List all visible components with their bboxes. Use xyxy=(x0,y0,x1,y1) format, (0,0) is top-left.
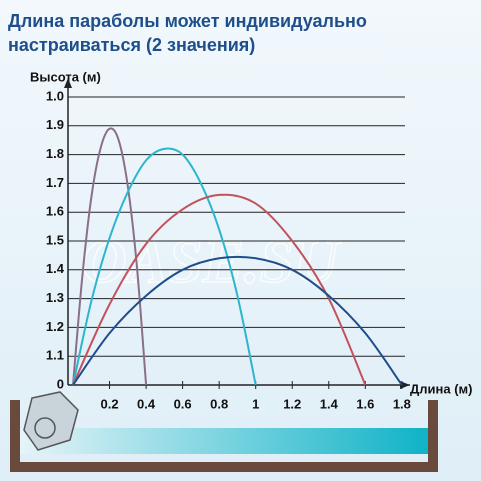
x-axis-arrow xyxy=(400,381,410,389)
title-line: Длина параболы может индивидуально xyxy=(8,11,367,31)
pool xyxy=(10,400,438,472)
chart-title: Длина параболы может индивидуально настра… xyxy=(8,11,367,55)
x-tick-label: 1.2 xyxy=(283,396,301,411)
x-tick-label: 1.4 xyxy=(320,396,339,411)
y-tick-label: 0 xyxy=(57,376,64,391)
y-tick-label: 1.9 xyxy=(46,117,64,132)
x-axis-label: Длина (м) xyxy=(410,381,472,396)
y-tick-label: 1.5 xyxy=(46,232,64,247)
x-tick-label: 0.8 xyxy=(210,396,228,411)
x-tick-label: 0.4 xyxy=(137,396,156,411)
x-tick-label: 0.6 xyxy=(174,396,192,411)
y-axis-arrow xyxy=(64,78,72,88)
water xyxy=(20,428,428,454)
series-line xyxy=(72,147,257,386)
y-tick-label: 1.8 xyxy=(46,146,64,161)
x-tick-label: 1 xyxy=(252,396,259,411)
x-tick-label: 1.8 xyxy=(393,396,411,411)
y-tick-label: 1.2 xyxy=(46,319,64,334)
y-tick-label: 1.4 xyxy=(46,261,65,276)
watermark: OASE.SU xyxy=(82,228,342,296)
y-tick-label: 1.6 xyxy=(46,204,64,219)
y-tick-label: 1.0 xyxy=(46,88,64,103)
nozzle-detail xyxy=(34,417,56,439)
plot: 0 1.1 1.2 1.3 1.4 1.5 1.6 1.7 1.8 1.9 1.0 0.2 0.4 0.6… xyxy=(46,78,411,411)
x-tick-label: 1.6 xyxy=(356,396,374,411)
x-tick-label: 0.2 xyxy=(101,396,119,411)
y-tick-label: 1.1 xyxy=(46,348,64,363)
series-line xyxy=(72,255,403,386)
y-axis-label: Высота (м) xyxy=(30,69,101,84)
y-tick-label: 1.3 xyxy=(46,290,64,305)
series-line xyxy=(72,193,367,386)
title-line: настраиваться (2 значения) xyxy=(8,35,255,55)
y-tick-label: 1.7 xyxy=(46,175,64,190)
